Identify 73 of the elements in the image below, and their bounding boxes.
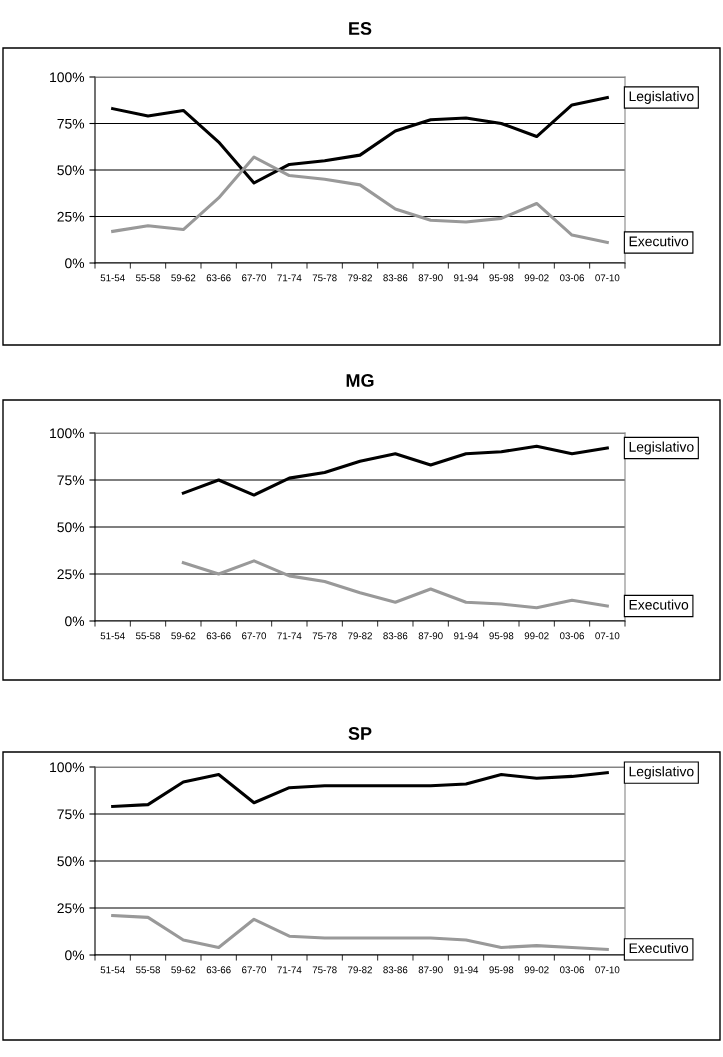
x-tick-label: 83-86 xyxy=(383,274,408,282)
x-tick-label: 95-98 xyxy=(489,966,514,974)
x-tick-label: 79-82 xyxy=(348,966,372,974)
series-label: Legislativo xyxy=(629,441,694,455)
x-tick-label: 03-06 xyxy=(559,632,585,640)
series-label: Executivo xyxy=(629,236,689,247)
y-tick-label: 100% xyxy=(50,762,85,773)
x-tick-label: 87-90 xyxy=(418,274,443,282)
x-tick-label: 91-94 xyxy=(454,966,479,974)
line-series xyxy=(111,913,609,951)
x-tick-label: 07-10 xyxy=(595,632,620,640)
x-tick-label: 67-70 xyxy=(242,966,267,974)
x-tick-label: 95-98 xyxy=(489,274,514,282)
y-tick-label: 75% xyxy=(57,475,85,486)
chart-title: SP xyxy=(348,727,372,740)
y-tick-label: 25% xyxy=(57,211,85,222)
x-tick-label: 63-66 xyxy=(206,966,231,974)
x-tick-label: 71-74 xyxy=(277,632,302,640)
x-tick-label: 55-58 xyxy=(135,632,161,640)
x-tick-label: 91-94 xyxy=(454,632,479,640)
x-tick-label: 63-66 xyxy=(206,274,231,282)
y-tick-label: 50% xyxy=(57,165,85,176)
y-tick-label: 100% xyxy=(50,72,85,83)
series-label: Executivo xyxy=(629,942,689,954)
x-tick-label: 71-74 xyxy=(277,966,302,974)
y-tick-label: 100% xyxy=(50,428,85,439)
x-tick-label: 75-78 xyxy=(312,274,337,282)
x-tick-label: 55-58 xyxy=(135,966,161,974)
series-label: Legislativo xyxy=(629,766,694,780)
x-tick-label: 75-78 xyxy=(312,966,337,974)
x-tick-label: 51-54 xyxy=(100,632,125,640)
line-series xyxy=(111,155,609,245)
y-tick-label: 75% xyxy=(57,118,85,129)
x-tick-label: 03-06 xyxy=(559,274,585,282)
y-tick-label: 0% xyxy=(65,950,85,961)
x-tick-label: 03-06 xyxy=(559,966,585,974)
x-tick-label: 83-86 xyxy=(383,632,408,640)
x-tick-label: 99-02 xyxy=(524,274,549,282)
x-tick-label: 99-02 xyxy=(524,966,549,974)
series-label: Executivo xyxy=(629,599,689,610)
y-tick-label: 0% xyxy=(65,258,85,269)
x-tick-label: 71-74 xyxy=(277,274,302,282)
series-label: Legislativo xyxy=(629,90,694,104)
x-tick-label: 59-62 xyxy=(171,274,196,282)
x-tick-label: 59-62 xyxy=(171,632,196,640)
y-tick-label: 25% xyxy=(57,903,85,914)
y-tick-label: 0% xyxy=(65,616,85,627)
x-tick-label: 63-66 xyxy=(206,632,231,640)
x-tick-label: 91-94 xyxy=(454,274,479,282)
y-tick-label: 75% xyxy=(57,809,85,820)
x-tick-label: 87-90 xyxy=(418,632,443,640)
x-tick-label: 51-54 xyxy=(100,966,125,974)
x-tick-label: 79-82 xyxy=(348,632,372,640)
x-tick-label: 75-78 xyxy=(312,632,337,640)
chart-title: MG xyxy=(346,374,374,387)
x-tick-label: 67-70 xyxy=(242,632,267,640)
y-tick-label: 50% xyxy=(57,522,85,533)
x-tick-label: 67-70 xyxy=(242,274,267,282)
x-tick-label: 87-90 xyxy=(418,966,443,974)
line-series xyxy=(181,559,609,610)
x-tick-label: 07-10 xyxy=(595,966,620,974)
x-tick-label: 99-02 xyxy=(524,632,549,640)
x-tick-label: 95-98 xyxy=(489,632,514,640)
x-tick-label: 51-54 xyxy=(100,274,125,282)
y-tick-label: 50% xyxy=(57,856,85,867)
x-tick-label: 83-86 xyxy=(383,966,408,974)
y-tick-label: 25% xyxy=(57,569,85,580)
x-tick-label: 07-10 xyxy=(595,274,620,282)
x-tick-label: 79-82 xyxy=(348,274,372,282)
line-series xyxy=(111,771,609,809)
x-tick-label: 59-62 xyxy=(171,966,196,974)
x-tick-label: 55-58 xyxy=(135,274,161,282)
chart-title: ES xyxy=(349,22,372,35)
